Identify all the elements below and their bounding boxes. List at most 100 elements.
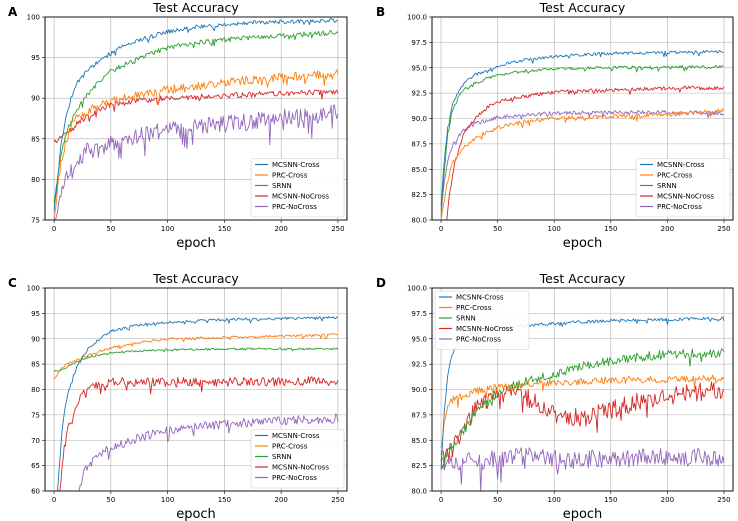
y-tick-label: 90 [31,335,40,343]
y-tick-label: 95.0 [411,335,427,343]
series-line-srnn [441,348,725,468]
panel-label: C [8,276,17,290]
axes-frame [431,16,734,221]
series-line-mcsnn-nocross [59,376,339,491]
y-tick-label: 82.5 [411,191,427,199]
chart-title: Test Accuracy [539,271,626,286]
series-line-prc-cross [440,374,725,449]
series-line-mcsnn-nocross [53,89,339,143]
x-tick-label: 250 [331,225,344,233]
y-tick-label: 80 [31,176,40,184]
y-tick-label: 75 [31,411,40,419]
series-group [53,316,339,491]
legend-entry: PRC-Cross [657,172,693,180]
series-line-prc-nocross [78,413,339,491]
x-tick-label: 100 [161,496,174,504]
series-line-prc-nocross [440,109,725,217]
legend-entry: MCSNN-NoCross [272,464,329,472]
x-tick-label: 100 [161,225,174,233]
legend-entry: SRNN [272,453,292,461]
chart-title: Test Accuracy [539,0,626,15]
y-tick-label: 80.0 [411,217,427,225]
x-axis-label: epoch [176,236,216,251]
y-tick-label: 95.0 [411,64,427,72]
series-line-prc-nocross [440,447,725,491]
legend-entry: SRNN [272,182,292,190]
legend-entry: SRNN [456,315,476,323]
y-tick-label: 65 [31,462,40,470]
series-line-srnn [440,64,724,212]
chart-title: Test Accuracy [152,0,239,15]
y-tick-label: 85 [31,135,40,143]
y-tick-label: 92.5 [411,90,427,98]
x-axis-label: epoch [176,507,216,521]
legend-entry: MCSNN-Cross [272,432,320,440]
legend-box [635,158,731,218]
series-line-mcsnn-nocross [440,381,725,462]
x-axis-label: epoch [563,236,603,251]
legend: MCSNN-Cross PRC-Cross SRNN MCSNN-NoCross PRC… [250,429,345,489]
x-tick-label: 0 [439,496,443,504]
y-tick-label: 90.0 [411,115,427,123]
legend-entry: PRC-Cross [272,172,308,180]
x-tick-label: 250 [331,496,344,504]
legend-entry: PRC-NoCross [272,474,317,482]
legend-box [250,429,345,489]
y-tick-label: 95 [31,310,40,318]
x-tick-label: 100 [548,225,561,233]
y-tick-label: 82.5 [411,462,427,470]
series-line-mcsnn-cross [57,316,338,491]
legend-entry: PRC-NoCross [657,203,702,211]
legend-entry: MCSNN-NoCross [456,325,513,333]
legend-box [250,158,345,218]
y-tick-label: 75 [31,217,40,225]
legend-entry: MCSNN-Cross [272,161,320,169]
series-line-prc-cross [440,108,725,220]
legend-box [434,290,530,350]
y-tick-label: 92.5 [411,361,427,369]
chart-panel-a: 0 50 100 150 200 250 75 80 85 90 95 100 Test Accurac… [8,0,348,251]
x-tick-label: 150 [604,225,617,233]
legend: MCSNN-Cross PRC-Cross SRNN MCSNN-NoCross PRC… [434,290,530,350]
series-line-srnn [53,347,339,373]
series-group [53,18,339,220]
x-tick-label: 250 [717,496,730,504]
y-tick-label: 80 [31,386,40,394]
y-tick-label: 97.5 [411,39,427,47]
series-line-prc-cross [53,333,339,380]
y-tick-label: 100.0 [407,14,427,22]
series-line-prc-cross [53,69,339,219]
y-tick-label: 90.0 [411,386,427,394]
panel-label: D [376,276,386,290]
legend: MCSNN-Cross PRC-Cross SRNN MCSNN-NoCross PRC… [635,158,731,218]
x-tick-label: 100 [548,496,561,504]
y-tick-label: 87.5 [411,411,427,419]
x-tick-label: 150 [604,496,617,504]
x-tick-label: 150 [218,496,231,504]
series-line-mcsnn-nocross [446,85,725,220]
legend-entry: PRC-NoCross [272,203,317,211]
legend-entry: MCSNN-NoCross [657,193,714,201]
axes-frame [44,16,348,221]
legend: MCSNN-Cross PRC-Cross SRNN MCSNN-NoCross PRC… [250,158,345,218]
legend-entry: PRC-Cross [456,304,492,312]
y-tick-label: 100.0 [407,285,427,293]
y-tick-label: 85.0 [411,437,427,445]
y-tick-label: 100 [27,14,40,22]
x-tick-label: 200 [274,496,287,504]
series-line-mcsnn-cross [53,18,338,212]
legend-entry: PRC-Cross [272,443,308,451]
x-tick-label: 50 [493,225,502,233]
y-tick-label: 70 [31,437,40,445]
x-tick-label: 50 [493,496,502,504]
series-line-mcsnn-cross [440,49,724,207]
chart-panel-c: 0 50 100 150 200 250 60 65 70 75 80 85 90 95 100 Test A… [8,271,348,521]
y-tick-label: 80.0 [411,488,427,496]
y-tick-label: 85.0 [411,166,427,174]
chart-title: Test Accuracy [152,271,239,286]
x-tick-label: 0 [52,496,56,504]
series-line-srnn [53,30,339,203]
x-tick-label: 0 [439,225,443,233]
x-tick-label: 200 [661,496,674,504]
